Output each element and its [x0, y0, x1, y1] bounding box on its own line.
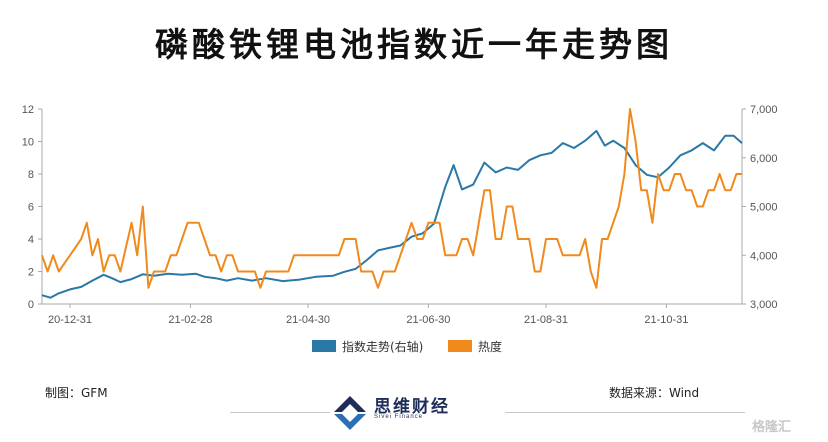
x-tick-label: 21-06-30 [406, 314, 450, 326]
y-right-tick-label: 7,000 [750, 104, 778, 116]
footer-source: 数据来源：Wind [609, 386, 700, 400]
brand-logo: 思维财经 Sivei Finance [330, 392, 505, 436]
brand-logo-text: 思维财经 [374, 397, 450, 417]
x-tick-label: 21-10-31 [644, 314, 688, 326]
legend-swatch [312, 340, 336, 352]
y-left-tick-label: 10 [22, 137, 34, 149]
x-tick-label: 20-12-31 [48, 314, 92, 326]
y-right-tick-label: 3,000 [750, 299, 778, 311]
y-left-tick-label: 6 [28, 202, 34, 214]
x-tick-label: 21-02-28 [168, 314, 212, 326]
legend-label: 指数走势(右轴) [342, 339, 423, 354]
footer-divider-left [230, 412, 330, 413]
chart-series [41, 108, 743, 299]
brand-logo-icon [334, 396, 366, 430]
footer-credit: 制图：GFM [45, 386, 108, 400]
x-tick-label: 21-08-31 [524, 314, 568, 326]
y-left-tick-label: 8 [28, 169, 34, 181]
legend-swatch [448, 340, 472, 352]
footer-divider-right [505, 412, 745, 413]
chart-title: 磷酸铁锂电池指数近一年走势图 [155, 25, 673, 64]
series-line-heat [41, 108, 742, 289]
chart: 0 2 4 6 8 10 12 3,000 4,000 5,000 6,000 7,000 20-12-… [22, 104, 778, 354]
brand-logo-subtext: Sivei Finance [374, 414, 424, 420]
watermark: 格隆汇 [752, 420, 792, 435]
x-tick-label: 21-04-30 [286, 314, 330, 326]
y-right-tick-label: 4,000 [750, 250, 778, 262]
chart-legend: 指数走势(右轴) 热度 [312, 339, 502, 354]
y-left-tick-label: 4 [28, 234, 34, 246]
y-left-tick-label: 12 [22, 104, 34, 116]
y-right-tick-label: 5,000 [750, 202, 778, 214]
y-right-tick-label: 6,000 [750, 153, 778, 165]
legend-label: 热度 [478, 339, 502, 354]
y-left-tick-label: 2 [28, 267, 34, 279]
chart-axes: 0 2 4 6 8 10 12 3,000 4,000 5,000 6,000 7,000 20-12-… [22, 104, 778, 326]
y-left-tick-label: 0 [28, 299, 34, 311]
